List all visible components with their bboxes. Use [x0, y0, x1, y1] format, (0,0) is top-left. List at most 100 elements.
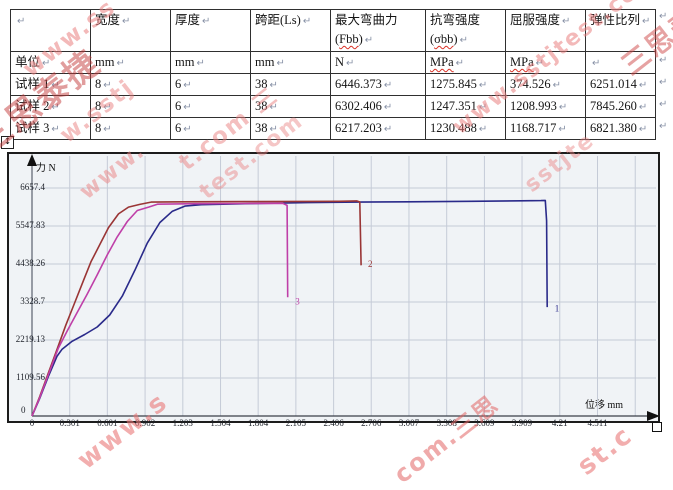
header-line: 抗弯强度: [430, 13, 481, 27]
curve-label: 2: [368, 259, 373, 269]
table-cell: 6 ↵: [170, 117, 251, 140]
header-line: 厚度 ↵: [175, 13, 211, 27]
line-break-mark: ↵: [478, 124, 488, 135]
x-tick-label: 0.601: [97, 418, 118, 428]
table-cell: 试样 1 ↵: [10, 73, 91, 96]
line-break-mark: ↵: [364, 34, 374, 46]
curve-specimen-3: [31, 202, 289, 417]
line-break-mark: ↵: [17, 16, 26, 27]
line-break-mark: ↵: [383, 124, 393, 135]
table-header-cell: 抗弯强度 (σbb) ↵: [425, 9, 506, 52]
x-axis-title: 位移 mm: [585, 400, 624, 411]
y-axis-title: 力 N: [36, 163, 56, 174]
table-cell: 8 ↵: [90, 95, 171, 118]
table-cell: MPa ↵: [505, 51, 586, 74]
y-tick-label: 2219.13: [15, 334, 45, 344]
table-cell: 374.526 ↵: [505, 73, 586, 96]
line-break-mark: ↵: [592, 58, 601, 69]
line-break-mark: ↵: [103, 80, 112, 91]
curve-specimen-1: [31, 199, 548, 417]
line-break-mark: ↵: [116, 58, 125, 69]
line-break-mark: ↵: [478, 102, 488, 113]
x-tick-label: 0.301: [59, 418, 80, 428]
x-tick-label: 1.504: [210, 418, 231, 428]
line-break-mark: ↵: [638, 80, 648, 91]
x-tick-label: 0: [29, 418, 35, 428]
header-line: 弹性比列 ↵: [590, 13, 651, 27]
row-end-mark: ↵: [659, 55, 668, 66]
table-row: 试样 1 ↵ 8 ↵ 6 ↵ 38 ↵ 6446.373 ↵ 1275.845 ↵ 374.526 ↵ 62…: [10, 73, 656, 96]
line-break-mark: ↵: [183, 80, 192, 91]
table-cell: 6446.373 ↵: [330, 73, 426, 96]
x-tick-label: 3.609: [474, 418, 495, 428]
table-cell: N ↵: [330, 51, 426, 74]
curve-specimen-2: [31, 200, 362, 417]
table-cell: 8 ↵: [90, 73, 171, 96]
table-row: 试样 2 ↵ 8 ↵ 6 ↵ 38 ↵ 6302.406 ↵ 1247.351 ↵ 1208.993 ↵ 7…: [10, 95, 656, 118]
line-break-mark: ↵: [638, 124, 648, 135]
spellcheck-squiggle: σbb: [434, 31, 454, 46]
header-line: 宽度 ↵: [95, 13, 131, 27]
table-cell: 试样 3 ↵: [10, 117, 91, 140]
table-cell: 单位 ↵: [10, 51, 91, 74]
table-cell: 6 ↵: [170, 73, 251, 96]
curve-label: 3: [295, 297, 300, 307]
resize-handle[interactable]: [652, 422, 662, 432]
table-header-cell: ↵: [10, 9, 91, 52]
x-tick-label: 4.511: [587, 418, 608, 428]
plot-canvas: 1 2 3: [27, 154, 658, 421]
line-break-mark: ↵: [383, 102, 393, 113]
line-break-mark: ↵: [562, 16, 571, 27]
table-cell: 38 ↵: [250, 117, 331, 140]
x-tick-label: 0.902: [134, 418, 156, 428]
line-break-mark: ↵: [51, 80, 60, 91]
line-break-mark: ↵: [42, 58, 51, 69]
table-header-cell: 跨距(Ls) ↵: [250, 9, 331, 52]
table-cell: 6 ↵: [170, 95, 251, 118]
line-break-mark: ↵: [383, 80, 393, 91]
watermark-text: st.c: [572, 420, 639, 482]
x-tick-label: 3.007: [398, 418, 420, 428]
spellcheck-squiggle: MPa: [430, 55, 454, 69]
table-header-cell: 屈服强度 ↵: [505, 9, 586, 52]
x-tick-label: 1.804: [248, 418, 269, 428]
table-header-row: ↵ 宽度 ↵ 厚度 ↵ 跨距(Ls) ↵ 最大弯曲力 (Fbb) ↵ 抗弯强度 (σbb) ↵ 屈服强度 ↵…: [10, 9, 656, 52]
line-break-mark: ↵: [455, 58, 465, 69]
move-handle-icon[interactable]: ↕: [1, 136, 14, 149]
line-break-mark: ↵: [642, 16, 651, 27]
line-break-mark: ↵: [269, 124, 278, 135]
spellcheck-squiggle: MPa: [510, 55, 534, 69]
table-cell: 1168.717 ↵: [505, 117, 586, 140]
y-tick-label: 5547.83: [15, 220, 45, 230]
table-cell: 试样 2 ↵: [10, 95, 91, 118]
line-break-mark: ↵: [552, 80, 562, 91]
line-break-mark: ↵: [103, 102, 112, 113]
curve-label: 1: [555, 304, 560, 314]
table-cell: 6251.014 ↵: [585, 73, 656, 96]
line-break-mark: ↵: [202, 16, 211, 27]
line-break-mark: ↵: [51, 124, 60, 135]
x-tick-label: 1.203: [172, 418, 193, 428]
y-tick-label: 6657.4: [20, 182, 45, 192]
table-cell: 1208.993 ↵: [505, 95, 586, 118]
force-displacement-chart[interactable]: 力 N 位移 mm 1 2 3 0 0.301 0.601 0.902 1.203 1.504 1…: [7, 152, 660, 428]
table-cell: MPa ↵: [425, 51, 506, 74]
x-axis-arrow-icon: [647, 411, 658, 421]
header-line: 屈服强度 ↵: [510, 13, 571, 27]
x-tick-label: 2.706: [361, 418, 382, 428]
line-break-mark: ↵: [302, 16, 312, 27]
x-tick-label: 3.909: [511, 418, 533, 428]
results-table: ↵ 宽度 ↵ 厚度 ↵ 跨距(Ls) ↵ 最大弯曲力 (Fbb) ↵ 抗弯强度 (σbb) ↵ 屈服强度 ↵…: [10, 9, 656, 140]
table-cell: 6217.203 ↵: [330, 117, 426, 140]
line-break-mark: ↵: [558, 102, 568, 113]
line-break-mark: ↵: [535, 58, 545, 69]
line-break-mark: ↵: [183, 102, 192, 113]
line-break-mark: ↵: [558, 124, 567, 135]
table-cell: mm ↵: [90, 51, 171, 74]
x-tick-label: 2.105: [285, 418, 306, 428]
spellcheck-squiggle: Fbb: [339, 31, 359, 46]
table-cell: mm ↵: [170, 51, 251, 74]
table-cell: 6302.406 ↵: [330, 95, 426, 118]
line-break-mark: ↵: [478, 80, 488, 91]
table-header-cell: 最大弯曲力 (Fbb) ↵: [330, 9, 426, 52]
